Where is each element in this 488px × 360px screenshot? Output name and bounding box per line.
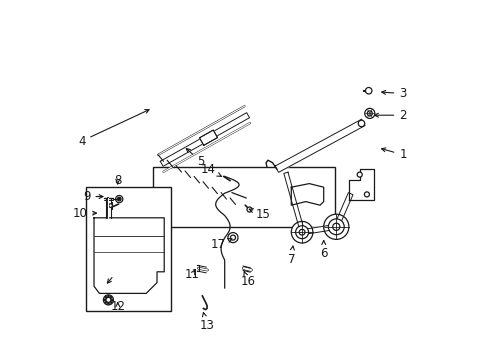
Circle shape <box>227 233 238 243</box>
Polygon shape <box>283 172 304 231</box>
Text: 14: 14 <box>200 163 221 176</box>
Circle shape <box>107 296 109 297</box>
Circle shape <box>230 235 235 240</box>
Text: 7: 7 <box>287 246 294 266</box>
Polygon shape <box>333 193 352 228</box>
Circle shape <box>110 302 111 303</box>
Text: 16: 16 <box>240 272 255 288</box>
Text: 5: 5 <box>186 148 204 168</box>
Text: 4: 4 <box>78 109 149 148</box>
Circle shape <box>365 87 371 94</box>
Text: 15: 15 <box>249 208 270 221</box>
Circle shape <box>108 204 112 207</box>
Polygon shape <box>199 130 217 145</box>
Circle shape <box>332 223 339 230</box>
Circle shape <box>246 207 251 212</box>
Circle shape <box>328 219 344 235</box>
Polygon shape <box>275 119 364 172</box>
Circle shape <box>364 192 368 197</box>
Circle shape <box>358 120 364 127</box>
Circle shape <box>295 226 308 239</box>
Circle shape <box>364 108 374 118</box>
Circle shape <box>103 295 113 305</box>
Text: 8: 8 <box>114 174 121 187</box>
Bar <box>152 167 334 227</box>
Circle shape <box>115 195 122 203</box>
Circle shape <box>110 297 111 298</box>
Text: 1: 1 <box>381 148 406 161</box>
Circle shape <box>106 297 111 302</box>
Circle shape <box>356 172 362 177</box>
Circle shape <box>299 229 305 235</box>
Polygon shape <box>301 224 336 235</box>
Text: 9: 9 <box>83 190 103 203</box>
Polygon shape <box>291 184 323 205</box>
Text: 6: 6 <box>319 240 327 260</box>
Polygon shape <box>160 113 249 166</box>
Text: 13: 13 <box>199 312 214 332</box>
Circle shape <box>291 221 312 243</box>
Text: 17: 17 <box>210 238 231 251</box>
Circle shape <box>111 299 113 301</box>
Circle shape <box>104 299 105 301</box>
Circle shape <box>105 297 106 298</box>
Text: 12: 12 <box>110 300 125 313</box>
Circle shape <box>107 303 109 304</box>
Circle shape <box>366 111 371 116</box>
Circle shape <box>117 197 121 201</box>
Text: 2: 2 <box>374 109 406 122</box>
Circle shape <box>105 302 106 303</box>
Text: 10: 10 <box>73 207 96 220</box>
Text: 3: 3 <box>381 87 406 100</box>
Circle shape <box>323 214 348 239</box>
Bar <box>86 187 170 311</box>
Polygon shape <box>94 218 164 293</box>
Polygon shape <box>348 169 373 200</box>
Text: 11: 11 <box>184 268 200 281</box>
